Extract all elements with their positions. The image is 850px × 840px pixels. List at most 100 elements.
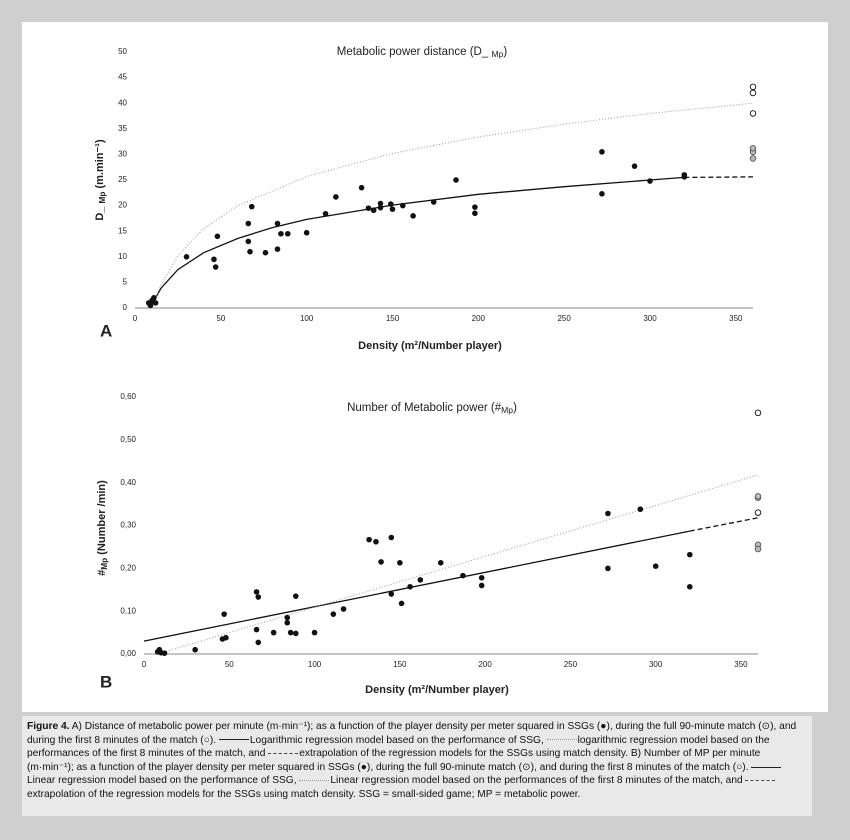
data-point: [274, 220, 281, 227]
data-point: [303, 229, 310, 236]
data-point: [161, 650, 168, 656]
line-symbol: [751, 766, 782, 768]
caption-text: Linear regression model based on the per…: [27, 775, 300, 787]
data-point: [221, 611, 227, 617]
y-axis-label-sub: Mp: [98, 192, 107, 204]
data-point: [478, 574, 485, 581]
data-point: [292, 593, 299, 599]
x-tick-label: 50: [216, 314, 225, 323]
regression-line: [143, 530, 690, 642]
data-point: [284, 230, 291, 237]
data-point: [631, 163, 638, 169]
data-point: [274, 246, 281, 252]
chart-title-part: ): [503, 46, 507, 58]
data-point: [151, 294, 157, 301]
y-tick-label: 50: [118, 47, 127, 56]
data-point: [284, 614, 291, 621]
x-tick-label: 300: [649, 660, 663, 669]
data-point: [377, 200, 384, 207]
y-tick-label: 20: [118, 201, 127, 210]
caption-text: A) Distance of metabolic power per minut…: [27, 721, 797, 746]
x-tick-label: 250: [564, 660, 578, 669]
data-point: [387, 201, 394, 207]
line-symbol: [546, 739, 577, 741]
data-point: [333, 194, 339, 200]
data-point: [211, 256, 217, 263]
data-point: [284, 619, 291, 626]
x-tick-label: 200: [472, 314, 486, 323]
regression-line: [157, 474, 759, 655]
data-point: [647, 178, 653, 184]
y-tick-label: 30: [118, 150, 127, 159]
chart-title-sub: Mp: [491, 49, 503, 59]
y-tick-label: 0,10: [120, 606, 136, 615]
y-axis-label: #Mp (Number /min): [96, 480, 109, 576]
data-point: [605, 565, 611, 572]
data-point: [330, 611, 337, 617]
caption: Figure 4. A) Distance of metabolic power…: [22, 716, 812, 816]
data-point: [378, 559, 384, 565]
x-tick-label: 150: [386, 314, 400, 323]
x-tick-label: 350: [734, 660, 748, 669]
y-tick-label: 15: [118, 226, 127, 235]
chart-title-sub: Mp: [501, 405, 513, 415]
y-tick-label: 0,30: [120, 521, 136, 530]
data-point: [247, 248, 253, 255]
data-point: [253, 589, 260, 595]
data-point: [453, 177, 459, 183]
chart-title-part: ): [513, 402, 517, 414]
y-axis-label-part: (Number /min): [96, 480, 108, 558]
y-tick-label: 0,00: [120, 649, 136, 658]
data-point: [270, 629, 277, 636]
data-point: [311, 629, 318, 636]
data-point: [255, 594, 262, 600]
x-tick-label: 100: [308, 660, 322, 669]
chart-title-part: Metabolic power distance (D_: [337, 46, 492, 58]
data-point: [754, 545, 762, 553]
data-point: [245, 220, 252, 227]
data-point: [749, 110, 757, 117]
data-point: [398, 600, 405, 607]
data-point: [192, 646, 198, 653]
line-symbol: [299, 780, 330, 782]
x-tick-label: 100: [300, 314, 314, 323]
y-tick-label: 40: [118, 98, 127, 107]
panel-label: A: [100, 321, 112, 340]
data-point: [214, 233, 221, 240]
data-point: [223, 634, 229, 641]
y-axis-label-part: #: [96, 570, 108, 576]
data-point: [437, 559, 444, 566]
figure: 0 50 100 150 200 250 300 350 0 5 10 15 20 25 30 35 40 45 5…: [22, 22, 828, 712]
caption-text: Logarithmic regression model based on th…: [249, 734, 547, 746]
y-axis-label-sub: Mp: [100, 558, 109, 570]
data-point: [749, 89, 757, 97]
regression-line: [689, 517, 759, 532]
data-point: [388, 591, 395, 597]
x-tick-label: 200: [478, 660, 492, 669]
data-point: [430, 199, 437, 205]
y-axis-label-part: (m.min⁻¹): [94, 139, 106, 192]
y-tick-label: 0,40: [120, 478, 136, 487]
chart-title: Metabolic power distance (D_ Mp): [337, 46, 508, 59]
y-tick-label: 5: [123, 278, 128, 287]
data-point: [245, 238, 252, 245]
line-symbol: [268, 753, 299, 754]
caption-text: logarithmic regression model based on th…: [27, 734, 770, 760]
y-tick-label: 35: [118, 124, 127, 133]
data-point: [686, 583, 693, 590]
x-tick-label: 350: [729, 314, 743, 323]
regression-line: [149, 176, 685, 308]
data-point: [400, 202, 406, 209]
data-point: [322, 210, 329, 217]
data-point: [278, 230, 284, 237]
data-point: [754, 509, 762, 516]
data-point: [397, 559, 403, 566]
line-symbol: [218, 739, 249, 741]
data-point: [147, 302, 154, 309]
regression-line: [684, 176, 754, 179]
x-axis-label: Density (m²/Number player): [365, 684, 509, 696]
data-point: [749, 155, 757, 162]
data-point: [340, 606, 347, 612]
data-point: [652, 563, 659, 569]
